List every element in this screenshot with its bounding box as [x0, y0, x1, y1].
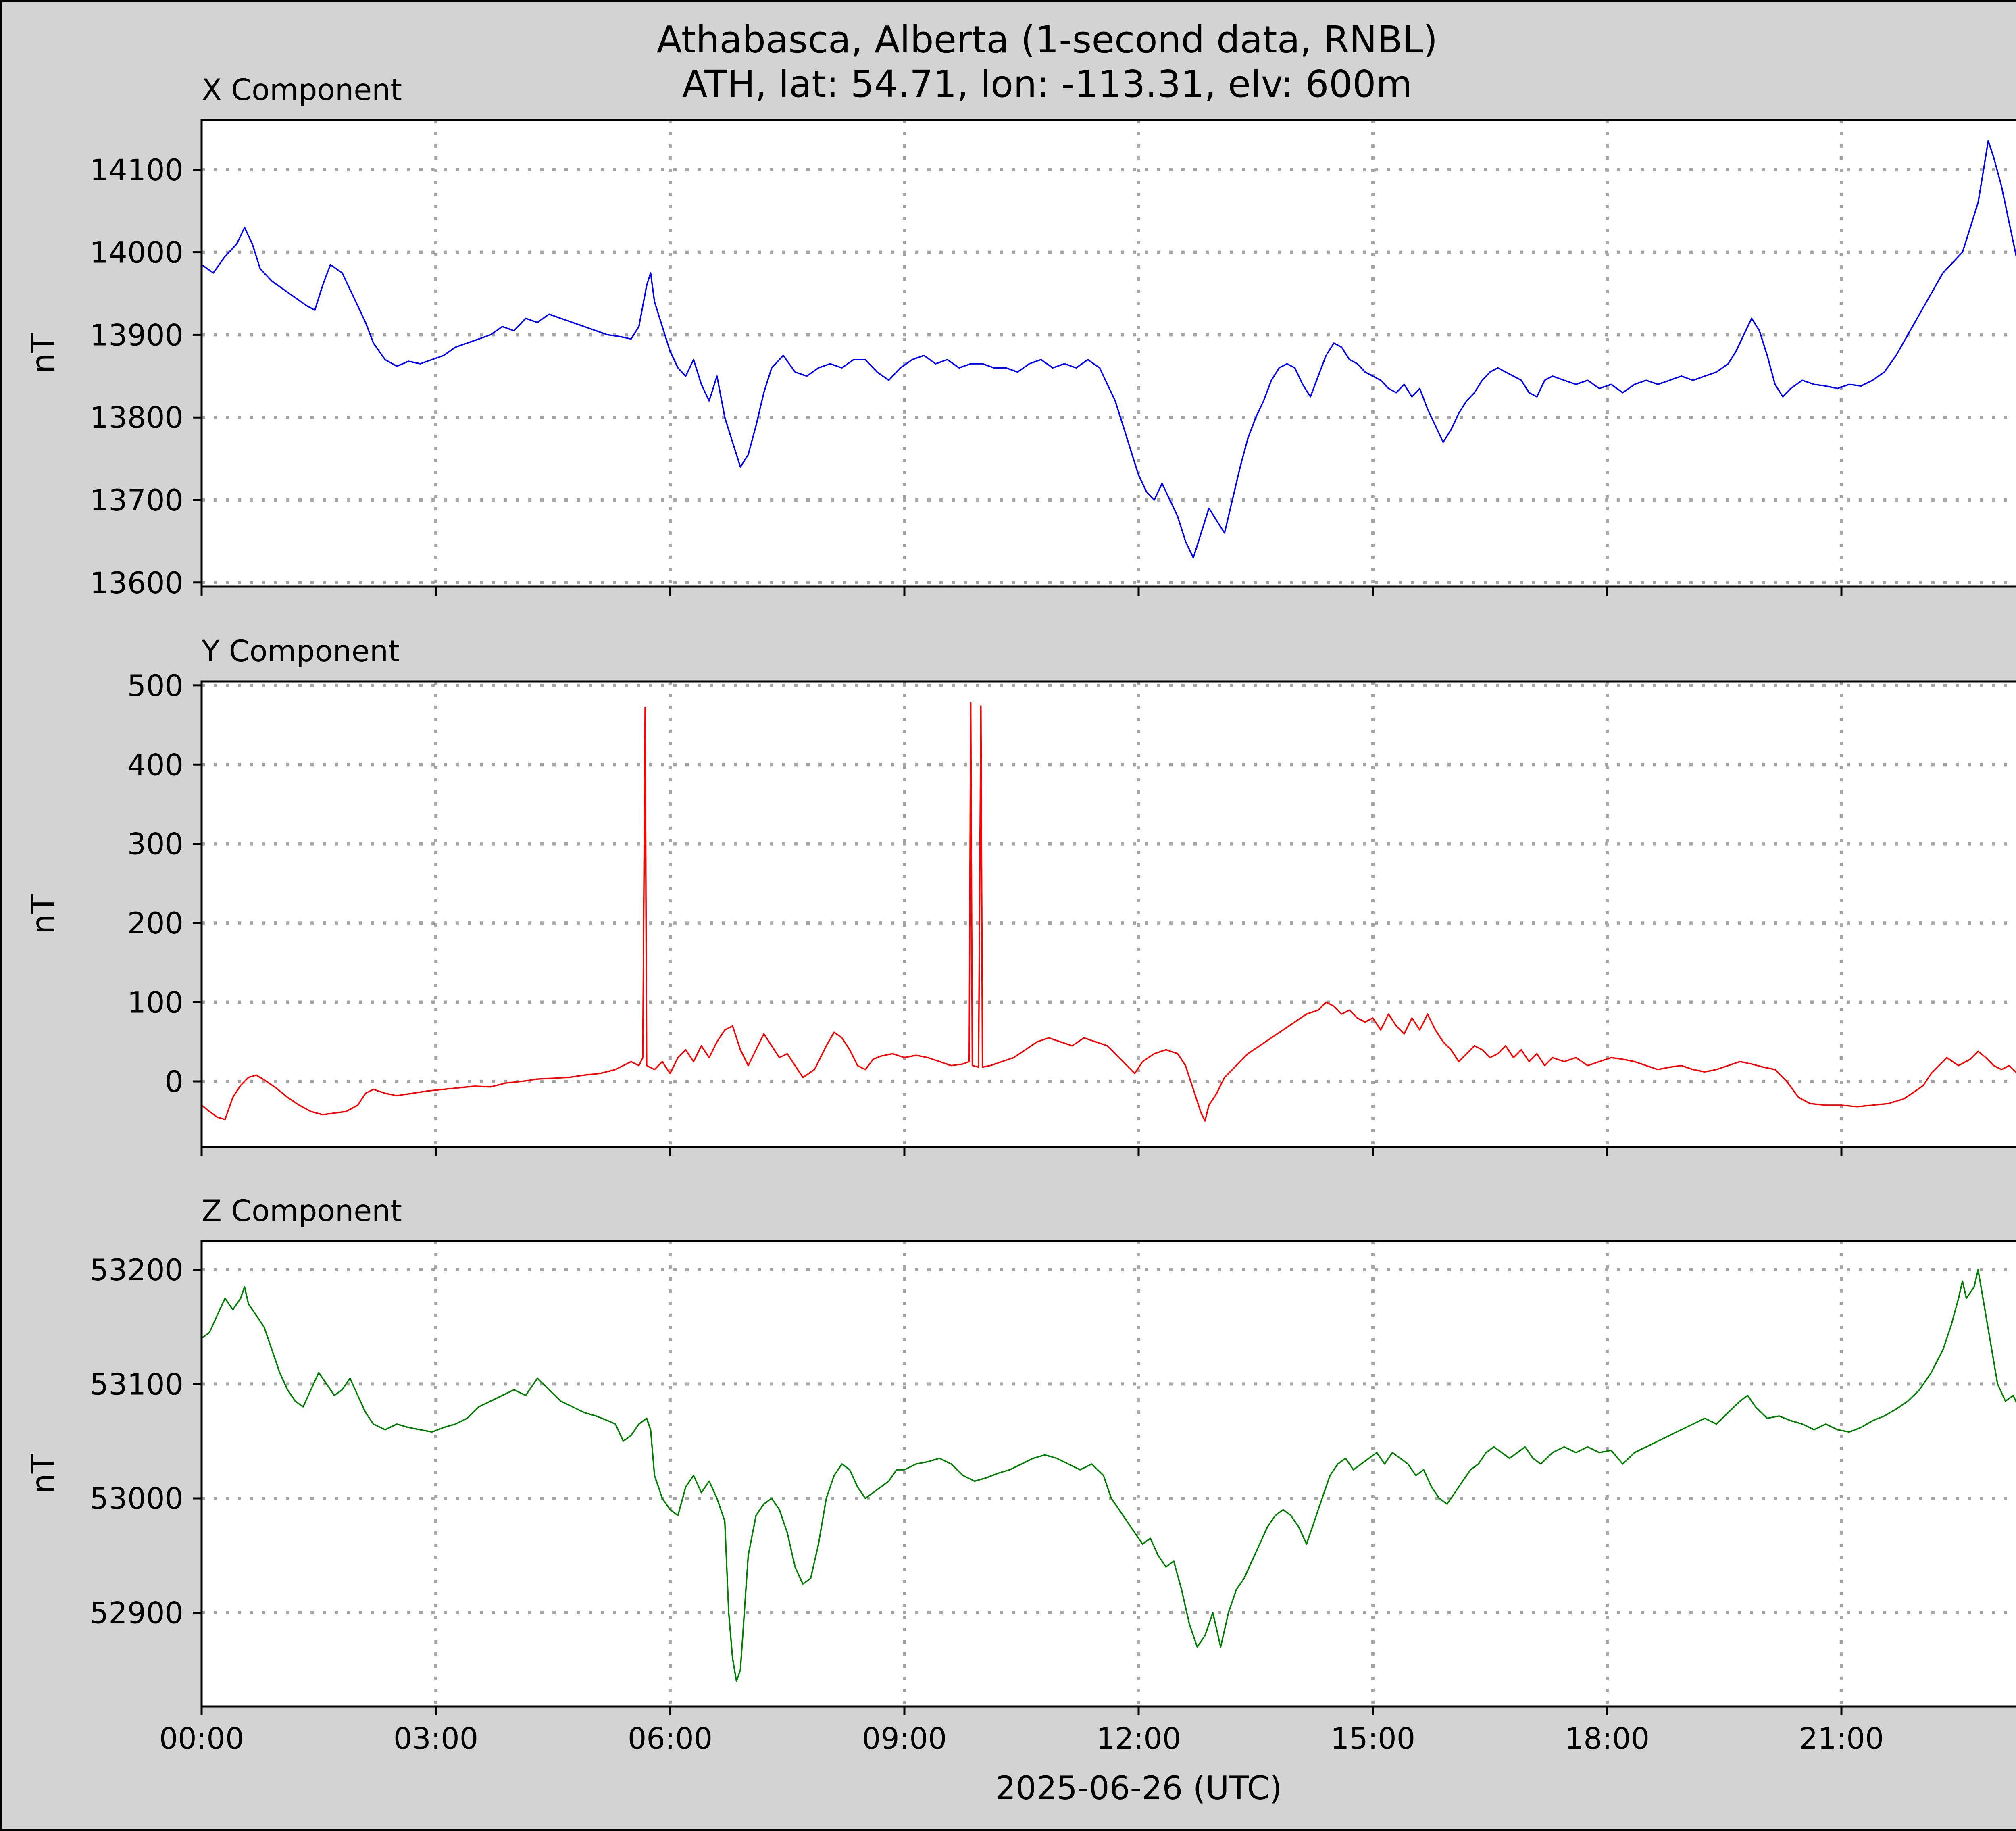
- y-tick-label: 14100: [90, 153, 183, 187]
- panel-title: X Component: [202, 73, 402, 107]
- y-tick-label: 13800: [90, 401, 183, 435]
- y-tick-label: 53100: [90, 1367, 183, 1402]
- plot-area: [200, 1240, 2016, 1708]
- x-tick-label: 18:00: [1565, 1722, 1649, 1756]
- x-axis-label: 2025-06-26 (UTC): [995, 1769, 1282, 1807]
- y-tick-label: 13600: [90, 566, 183, 600]
- panel-1: 13600 13700 13800 13900 14000 14100 X Componen…: [25, 73, 2016, 600]
- y-tick-label: 14000: [90, 236, 183, 270]
- series-line: [202, 140, 2016, 559]
- figure-title-line-1: Athabasca, Alberta (1-second data, RNBL): [657, 18, 1438, 61]
- panel-3: 00:00 03:00 06:00 09:00 12:00 15:00 18:00 21:00…: [25, 1194, 2016, 1807]
- y-tick-label: 0: [165, 1065, 183, 1099]
- series-line: [202, 702, 2016, 1122]
- x-tick-label: 09:00: [862, 1722, 947, 1756]
- x-tick-label: 03:00: [394, 1722, 478, 1756]
- y-tick-label: 52900: [90, 1596, 183, 1630]
- plot-area: [200, 119, 2016, 588]
- x-tick-label: 15:00: [1331, 1722, 1415, 1756]
- y-tick-label: 13700: [90, 483, 183, 518]
- x-tick-label: 00:00: [159, 1722, 244, 1756]
- plot-frame: [200, 680, 2016, 1148]
- panel-2: 0 100 200 300 400 500 Y Component nT: [25, 634, 2016, 1156]
- plot-frame: [200, 1240, 2016, 1708]
- panel-title: Z Component: [202, 1194, 402, 1228]
- figure-title-line-2: ATH, lat: 54.71, lon: -113.31, elv: 600m: [682, 62, 1412, 106]
- y-tick-label: 500: [127, 669, 183, 703]
- y-tick-label: 300: [127, 827, 183, 862]
- x-tick-label: 12:00: [1096, 1722, 1181, 1756]
- y-tick-label: 53000: [90, 1482, 183, 1516]
- series-line: [202, 1269, 2016, 1682]
- x-tick-label: 21:00: [1799, 1722, 1884, 1756]
- plot-area: [200, 680, 2016, 1148]
- y-tick-label: 13900: [90, 318, 183, 352]
- panels-group: 13600 13700 13800 13900 14000 14100 X Componen…: [25, 73, 2016, 1807]
- y-tick-label: 100: [127, 986, 183, 1020]
- y-axis-label: nT: [25, 333, 62, 374]
- plot-frame: [200, 119, 2016, 588]
- y-axis-label: nT: [25, 894, 62, 935]
- x-tick-label: 06:00: [628, 1722, 712, 1756]
- panel-title: Y Component: [201, 634, 400, 669]
- y-tick-label: 53200: [90, 1253, 183, 1287]
- y-tick-label: 400: [127, 748, 183, 782]
- y-axis-label: nT: [25, 1453, 62, 1494]
- y-tick-label: 200: [127, 906, 183, 941]
